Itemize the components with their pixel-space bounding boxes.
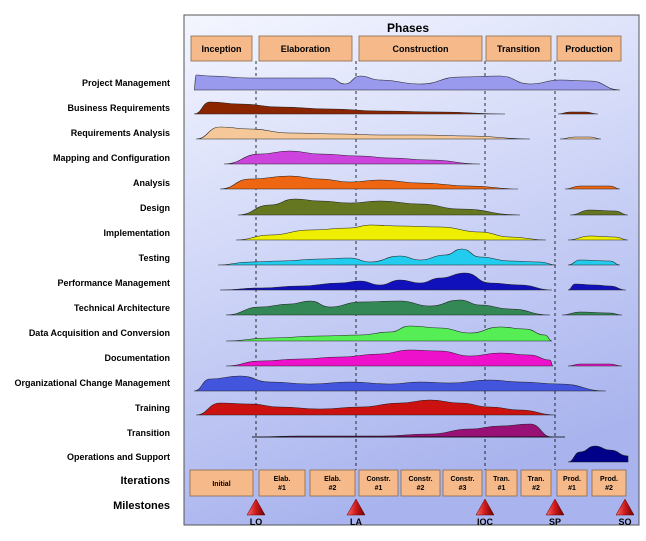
activity-curve-testing [217, 248, 557, 266]
iteration-label: Initial [212, 481, 230, 488]
production-curve-business-requirements [557, 111, 599, 115]
iteration-label: Prod. [600, 476, 618, 483]
milestone-marker-so [615, 498, 635, 516]
activity-curve-performance-management [219, 272, 553, 291]
milestone-label: LA [350, 517, 362, 527]
activity-curve-organizational-change-management [193, 375, 607, 392]
iteration-box [591, 469, 627, 497]
activity-curve-project-management [193, 74, 621, 91]
activity-curve-data-acquisition-and-conversion [225, 325, 553, 342]
production-curve-technical-architecture [561, 311, 623, 316]
activity-curve-requirements-analysis [195, 126, 531, 140]
production-curve-performance-management [567, 283, 627, 291]
iteration-number: #1 [278, 485, 286, 492]
phase-inception [190, 35, 253, 62]
iteration-number: #1 [375, 485, 383, 492]
production-curve-implementation [567, 235, 629, 241]
discipline-label: Analysis [132, 178, 170, 188]
milestone-label: SP [549, 517, 561, 527]
phase-label: Construction [393, 44, 449, 54]
discipline-label: Design [139, 203, 170, 213]
phase-production [556, 35, 622, 62]
milestone-label: LO [250, 517, 263, 527]
production-curve-documentation [567, 363, 623, 367]
phase-label: Transition [497, 44, 540, 54]
milestone-marker-la [346, 498, 366, 516]
title: Phases [387, 21, 429, 35]
iteration-label: Tran. [493, 476, 510, 483]
activity-curve-analysis [219, 175, 519, 190]
phase-label: Production [565, 44, 613, 54]
phase-label: Elaboration [281, 44, 331, 54]
diagram-panel [183, 14, 640, 526]
discipline-label: Requirements Analysis [70, 128, 170, 138]
production-curve-testing [567, 259, 621, 266]
iteration-box [189, 469, 254, 497]
activity-curve-mapping-and-configuration [223, 150, 481, 165]
iteration-number: #2 [417, 485, 425, 492]
discipline-label: Project Management [81, 78, 170, 88]
discipline-label: Operations and Support [66, 452, 170, 462]
milestone-marker-lo [246, 498, 266, 516]
phase-construction [358, 35, 483, 62]
activity-curve-implementation [235, 224, 547, 241]
discipline-label: Business Requirements [67, 103, 170, 113]
iteration-box [258, 469, 306, 497]
discipline-label: Organizational Change Management [14, 378, 170, 388]
discipline-label: Performance Management [57, 278, 170, 288]
iteration-box [556, 469, 588, 497]
iteration-box [358, 469, 399, 497]
activity-curve-business-requirements [193, 101, 506, 115]
discipline-label: Mapping and Configuration [53, 153, 170, 163]
discipline-label: Technical Architecture [73, 303, 170, 313]
milestone-marker-sp [545, 498, 565, 516]
activity-curve-documentation [225, 349, 554, 367]
iteration-number: #1 [498, 485, 506, 492]
iteration-box [520, 469, 552, 497]
activity-curve-design [237, 198, 521, 216]
iterations-label: Iterations [120, 475, 170, 487]
iteration-label: Constr. [408, 476, 432, 483]
activity-curve-operations-and-support [567, 445, 629, 463]
iteration-number: #3 [459, 485, 467, 492]
activity-curve-training [195, 399, 557, 416]
milestone-marker-ioc [475, 498, 495, 516]
iteration-number: #2 [605, 485, 613, 492]
iteration-label: Constr. [366, 476, 390, 483]
milestone-label: IOC [477, 517, 494, 527]
phase-transition [485, 35, 552, 62]
discipline-label: Testing [138, 253, 170, 263]
production-curve-requirements-analysis [559, 136, 602, 140]
discipline-label: Documentation [104, 353, 170, 363]
phase-label: Inception [202, 44, 242, 54]
activity-curve-technical-architecture [225, 299, 551, 316]
phase-elaboration [258, 35, 353, 62]
iteration-label: Prod. [563, 476, 581, 483]
iteration-number: #2 [329, 485, 337, 492]
discipline-label: Training [134, 403, 170, 413]
iteration-box [485, 469, 518, 497]
iteration-box [442, 469, 483, 497]
iteration-box [309, 469, 356, 497]
iteration-number: #2 [532, 485, 540, 492]
milestone-label: SO [618, 517, 631, 527]
iteration-label: Elab. [324, 476, 341, 483]
production-curve-analysis [564, 185, 621, 190]
iteration-number: #1 [568, 485, 576, 492]
milestones-label: Milestones [113, 500, 170, 512]
iteration-label: Constr. [450, 476, 474, 483]
iteration-label: Tran. [528, 476, 545, 483]
iteration-label: Elab. [274, 476, 291, 483]
activity-curve-transition [251, 423, 553, 438]
discipline-label: Implementation [103, 228, 170, 238]
discipline-label: Transition [126, 428, 170, 438]
discipline-label: Data Acquisition and Conversion [28, 328, 170, 338]
iteration-box [400, 469, 441, 497]
production-curve-design [569, 209, 629, 216]
